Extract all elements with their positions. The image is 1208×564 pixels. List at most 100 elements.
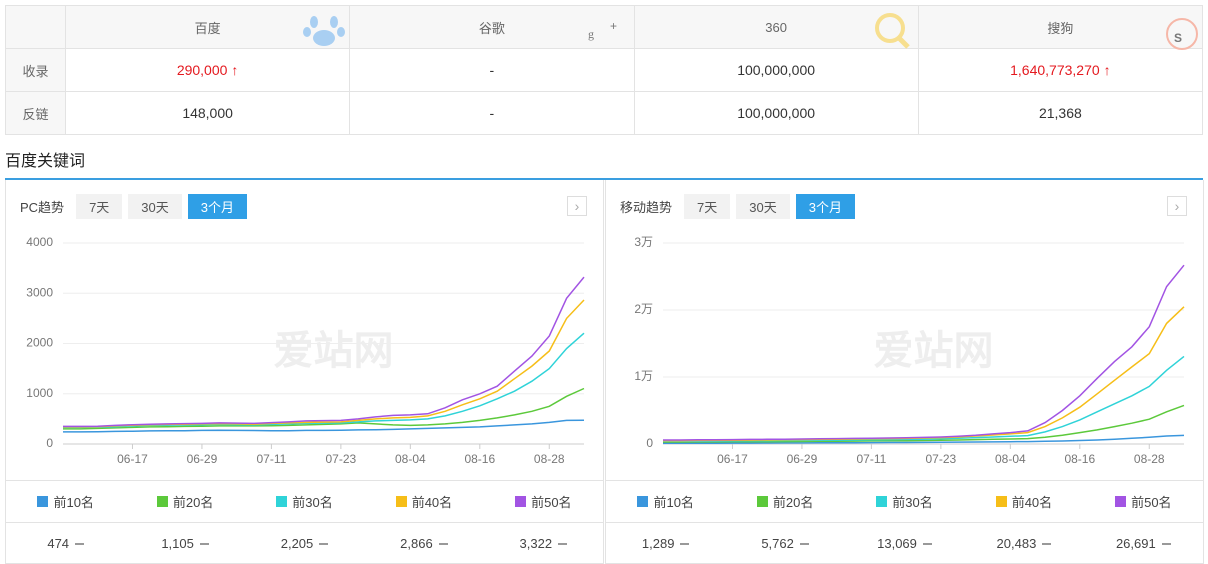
- engine-logo: [303, 16, 346, 46]
- series-line: [63, 387, 585, 430]
- divider: [5, 178, 1203, 180]
- legend-label: 前10名: [653, 495, 694, 510]
- engine-header: 百度: [64, 5, 351, 49]
- trend-flat: [1161, 542, 1171, 545]
- latest-item: 13,069: [845, 523, 964, 564]
- x-tick-label: 07-11: [256, 452, 286, 466]
- latest-item: 1,105: [125, 523, 244, 564]
- engine-name: 搜狗: [1047, 20, 1074, 36]
- engine-logo: [874, 13, 910, 49]
- trend-flat: [680, 542, 690, 545]
- x-tick-label: 07-23: [326, 452, 357, 466]
- range-tab[interactable]: 30天: [736, 194, 790, 219]
- up-arrow: ↑: [1103, 62, 1111, 78]
- trend-flat: [922, 542, 932, 545]
- x-tick-label: 08-16: [464, 452, 495, 466]
- latest-value: 1,105: [161, 536, 194, 551]
- chart-title: PC趋势: [20, 200, 65, 215]
- trend-flat: [799, 542, 809, 545]
- legend-swatch: [37, 496, 49, 507]
- next-button[interactable]: ›: [567, 196, 587, 216]
- engine-name: 百度: [194, 20, 221, 36]
- table-row: 收录 290,000 ↑ -100,000,000 1,640,773,270 ↑: [5, 48, 1204, 92]
- latest-value: 2,866: [400, 536, 433, 551]
- svg-text:S: S: [1174, 31, 1182, 45]
- up-arrow: ↑: [231, 62, 239, 78]
- y-tick-label: 1万: [634, 369, 653, 383]
- latest-value: 1,289: [641, 536, 675, 551]
- legend-item[interactable]: 前50名: [484, 481, 603, 522]
- x-tick-label: 07-23: [926, 452, 957, 466]
- legend-swatch: [515, 496, 527, 507]
- range-tab[interactable]: 3个月: [795, 194, 855, 219]
- legend-item[interactable]: 前10名: [6, 481, 125, 522]
- engine-logo: S: [1166, 18, 1198, 50]
- engine-header: 搜狗 S: [917, 5, 1204, 50]
- cell-value: 1,640,773,270: [1010, 62, 1100, 78]
- panel-header: PC趋势 7天 30天 3个月: [20, 194, 247, 219]
- latest-value: 2,205: [280, 536, 314, 551]
- x-tick-label: 08-04: [995, 452, 1026, 466]
- trend-flat: [319, 542, 329, 545]
- engine-header: 谷歌 g +: [349, 5, 635, 49]
- legend-label: 前50名: [1131, 495, 1172, 510]
- y-tick-label: 4000: [26, 235, 53, 249]
- latest-value: 474: [47, 536, 70, 551]
- range-tab[interactable]: 30天: [128, 194, 182, 219]
- trend-flat: [199, 542, 209, 545]
- watermark: 爱站网: [274, 329, 394, 373]
- latest-value: 20,483: [996, 536, 1037, 551]
- engine-name: 谷歌: [478, 20, 505, 36]
- chart: 爱站网 0 1万 2万 3万 06-17 06-29 07-11 07-23 08-04 08-16…: [634, 235, 1185, 466]
- legend-item[interactable]: 前50名: [1084, 481, 1203, 522]
- legend-label: 前20名: [172, 495, 214, 510]
- engine-logo: g+: [588, 19, 617, 41]
- range-tab[interactable]: 7天: [684, 194, 731, 219]
- engine-name: 360: [765, 19, 787, 35]
- legend-item[interactable]: 前40名: [964, 481, 1083, 522]
- legend-item[interactable]: 前20名: [125, 481, 244, 522]
- x-tick-label: 08-28: [534, 452, 565, 466]
- legend-label: 前50名: [531, 495, 572, 510]
- trend-flat: [558, 542, 568, 545]
- cell-value: 100,000,000: [737, 62, 816, 78]
- series-line: [663, 434, 1185, 445]
- latest-item: 5,762: [725, 523, 844, 564]
- x-tick-label: 06-17: [117, 452, 148, 466]
- cell-value: 148,000: [182, 105, 233, 121]
- latest-item: 474: [6, 523, 125, 564]
- trend-flat: [1042, 542, 1052, 545]
- legend-swatch: [276, 496, 288, 507]
- table-cell: -: [349, 91, 635, 135]
- panel-header: 移动趋势 7天 30天 3个月: [620, 194, 855, 219]
- legend-swatch: [156, 496, 168, 507]
- corner-cell: [5, 5, 66, 49]
- latest-value: 5,762: [761, 536, 794, 551]
- y-tick-label: 0: [646, 436, 653, 450]
- legend-item[interactable]: 前20名: [725, 481, 844, 522]
- table-cell: 1,640,773,270 ↑: [917, 48, 1204, 92]
- latest-item: 2,866: [364, 523, 483, 564]
- y-tick-label: 2000: [26, 336, 53, 350]
- range-tab[interactable]: 7天: [76, 194, 123, 219]
- next-button[interactable]: ›: [1167, 196, 1187, 216]
- cell-value: 100,000,000: [737, 105, 816, 121]
- x-tick-label: 08-28: [1134, 452, 1165, 466]
- series-line: [63, 276, 585, 428]
- legend-item[interactable]: 前30名: [245, 481, 364, 522]
- legend-swatch: [1115, 496, 1127, 507]
- legend-item[interactable]: 前30名: [845, 481, 964, 522]
- table-header: 百度 谷歌 g + 360 搜狗 S: [5, 5, 1204, 50]
- y-tick-label: 3万: [634, 235, 653, 249]
- x-tick-label: 08-04: [395, 452, 426, 466]
- table-cell: -: [349, 48, 635, 92]
- range-tab[interactable]: 3个月: [187, 194, 247, 219]
- latest-values: 1,289 5,762 13,069 20,483 26,691: [606, 523, 1203, 564]
- series-line: [663, 264, 1185, 441]
- svg-text:+: +: [610, 19, 617, 33]
- legend-item[interactable]: 前40名: [364, 481, 483, 522]
- legend-item[interactable]: 前10名: [606, 481, 725, 522]
- trend-flat: [75, 542, 85, 545]
- watermark: 爱站网: [874, 329, 994, 373]
- table-cell: 148,000: [64, 91, 351, 135]
